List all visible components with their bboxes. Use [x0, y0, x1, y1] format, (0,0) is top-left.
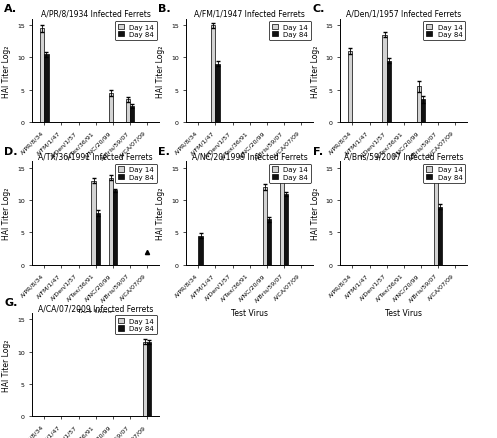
Bar: [40, 29, 44, 123]
Y-axis label: HAI Titer Log₂: HAI Titer Log₂: [157, 187, 166, 240]
Legend: Day 14, Day 84: Day 14, Day 84: [269, 164, 311, 183]
Bar: [382, 36, 387, 123]
Text: C.: C.: [313, 4, 325, 14]
Text: A.: A.: [4, 4, 17, 14]
Bar: [216, 65, 220, 123]
Bar: [211, 26, 216, 123]
Bar: [130, 106, 134, 123]
Title: A/PR/8/1934 Infected Ferrets: A/PR/8/1934 Infected Ferrets: [41, 10, 151, 19]
Bar: [44, 55, 49, 123]
Bar: [126, 100, 130, 123]
Title: A/FM/1/1947 Infected Ferrets: A/FM/1/1947 Infected Ferrets: [194, 10, 305, 19]
Y-axis label: HAI Titer Log₂: HAI Titer Log₂: [2, 339, 11, 391]
Y-axis label: HAI Titer Log₂: HAI Titer Log₂: [2, 187, 11, 240]
Text: E.: E.: [159, 147, 170, 157]
Bar: [267, 220, 271, 265]
X-axis label: Test Virus: Test Virus: [77, 166, 114, 175]
Bar: [438, 207, 442, 265]
Bar: [108, 178, 113, 265]
X-axis label: Test Virus: Test Virus: [385, 166, 422, 175]
Bar: [434, 178, 438, 265]
Text: D.: D.: [4, 147, 18, 157]
Y-axis label: HAI Titer Log₂: HAI Titer Log₂: [157, 45, 166, 97]
Text: G.: G.: [4, 298, 18, 308]
Bar: [421, 100, 425, 123]
Title: A/TX/36/1991 Infected Ferrets: A/TX/36/1991 Infected Ferrets: [38, 152, 153, 161]
Legend: Day 14, Day 84: Day 14, Day 84: [423, 164, 465, 183]
X-axis label: Test Virus: Test Virus: [231, 166, 268, 175]
Bar: [416, 87, 421, 123]
Legend: Day 14, Day 84: Day 14, Day 84: [115, 22, 157, 41]
Bar: [108, 94, 113, 123]
Legend: Day 14, Day 84: Day 14, Day 84: [423, 22, 465, 41]
Title: A/Den/1/1957 Infected Ferrets: A/Den/1/1957 Infected Ferrets: [346, 10, 461, 19]
Title: A/CA/07/2009 Infected Ferrets: A/CA/07/2009 Infected Ferrets: [38, 304, 154, 312]
X-axis label: Test Virus: Test Virus: [77, 309, 114, 318]
Bar: [262, 188, 267, 265]
Bar: [113, 191, 117, 265]
Y-axis label: HAI Titer Log₂: HAI Titer Log₂: [311, 187, 320, 240]
Y-axis label: HAI Titer Log₂: HAI Titer Log₂: [311, 45, 320, 97]
Bar: [91, 181, 95, 265]
Title: A/Bris/59/2007 Infected Ferrets: A/Bris/59/2007 Infected Ferrets: [344, 152, 464, 161]
Bar: [198, 236, 203, 265]
X-axis label: Test Virus: Test Virus: [385, 309, 422, 318]
Title: A/NC/20/1999 Infected Ferrets: A/NC/20/1999 Infected Ferrets: [192, 152, 308, 161]
Bar: [348, 52, 352, 123]
Legend: Day 14, Day 84: Day 14, Day 84: [115, 315, 157, 334]
Bar: [284, 194, 288, 265]
Text: B.: B.: [159, 4, 171, 14]
Bar: [147, 342, 151, 416]
Legend: Day 14, Day 84: Day 14, Day 84: [269, 22, 311, 41]
Bar: [95, 213, 100, 265]
Text: F.: F.: [313, 147, 323, 157]
X-axis label: Test Virus: Test Virus: [231, 309, 268, 318]
Bar: [387, 61, 391, 123]
Bar: [280, 178, 284, 265]
Bar: [143, 342, 147, 416]
Y-axis label: HAI Titer Log₂: HAI Titer Log₂: [2, 45, 11, 97]
Legend: Day 14, Day 84: Day 14, Day 84: [115, 164, 157, 183]
